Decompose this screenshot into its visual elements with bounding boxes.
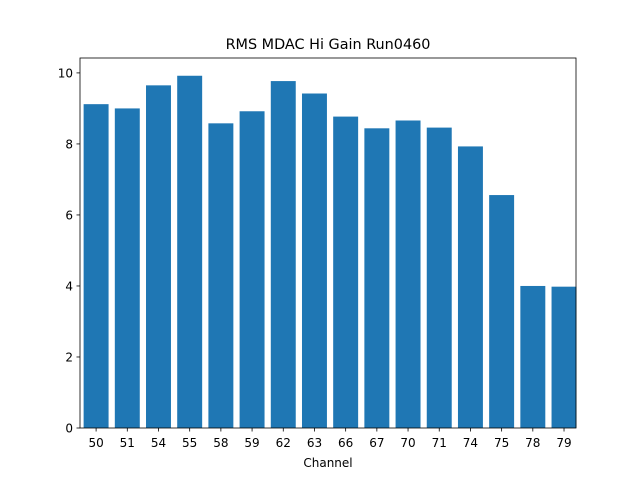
x-tick-label: 54 [151,436,166,450]
x-tick-label: 55 [182,436,197,450]
bar-66 [333,116,359,429]
bar-54 [146,85,171,429]
x-tick-label: 66 [338,436,353,450]
bar-51 [114,108,140,428]
x-tick-label: 50 [88,436,103,450]
x-axis: 50 51 54 55 58 59 62 63 66 67 70 71 74 75 78 79 [88,428,572,450]
bars-group [83,75,577,429]
x-tick-label: 63 [307,436,322,450]
y-axis: 0 2 4 6 8 10 [58,66,80,436]
x-tick-label: 79 [556,436,571,450]
y-tick-label: 6 [65,208,73,222]
x-tick-label: 78 [525,436,540,450]
bar-62 [270,81,296,428]
bar-63 [301,93,327,428]
bar-67 [364,128,390,428]
x-tick-label: 58 [213,436,228,450]
bar-59 [239,111,265,429]
y-tick-label: 4 [65,279,73,293]
x-tick-label: 51 [120,436,135,450]
bar-55 [177,75,203,428]
chart-title: RMS MDAC Hi Gain Run0460 [226,37,431,53]
bar-50 [83,104,109,429]
plot-frame [79,57,577,429]
y-tick-label: 0 [65,422,73,436]
y-tick-label: 8 [65,137,73,151]
bar-75 [489,195,515,428]
y-tick-label: 2 [65,350,73,364]
x-tick-label: 71 [432,436,447,450]
bar-71 [426,127,452,429]
x-tick-label: 62 [276,436,291,450]
y-tick-label: 10 [58,66,73,80]
x-tick-label: 70 [400,436,415,450]
x-tick-label: 59 [244,436,259,450]
bar-79 [551,286,577,428]
x-axis-label: Channel [303,456,352,470]
bar-58 [208,123,234,429]
x-tick-label: 67 [369,436,384,450]
bar-78 [520,285,546,428]
x-tick-label: 75 [494,436,509,450]
bar-70 [395,120,421,428]
x-tick-label: 74 [463,436,478,450]
bar-74 [457,146,483,428]
